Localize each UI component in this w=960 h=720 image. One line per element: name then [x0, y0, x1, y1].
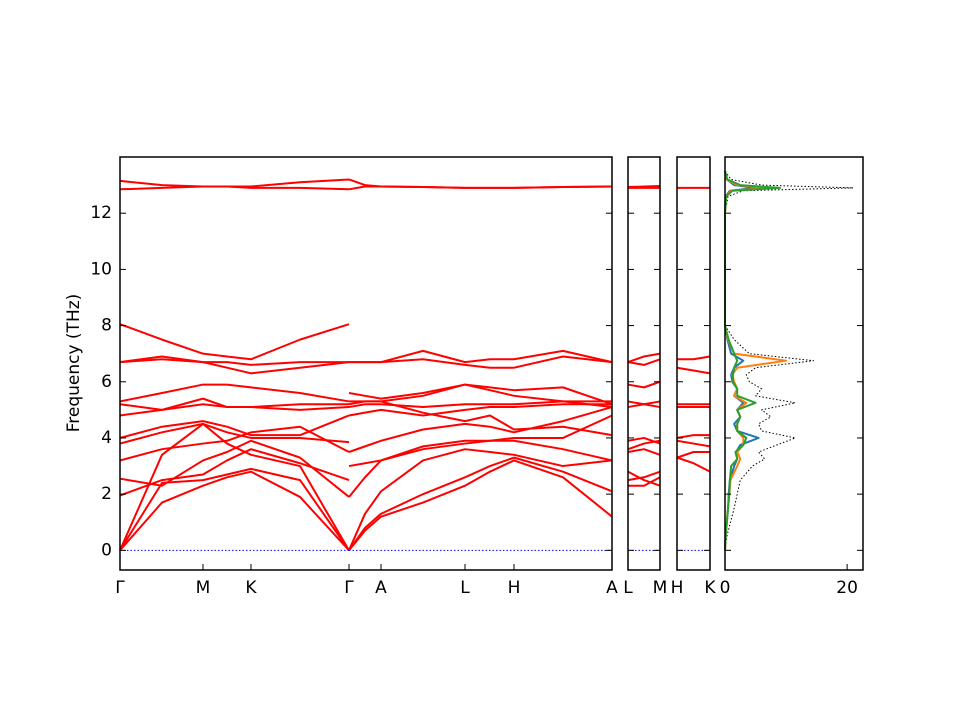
band-line — [119, 383, 613, 437]
band-line — [676, 451, 710, 459]
y-axis-label: Frequency (THz) — [64, 294, 84, 433]
band-line — [676, 456, 711, 473]
x-tick-label: M — [196, 578, 211, 598]
band-line — [627, 358, 661, 366]
y-tick-label: 0 — [101, 540, 112, 560]
band-line — [119, 406, 613, 462]
x-tick-label: L — [460, 578, 470, 598]
band-line — [119, 400, 612, 439]
x-tick-label: K — [245, 578, 257, 598]
band-line — [119, 323, 350, 361]
y-tick-label: 10 — [90, 259, 112, 279]
axes-frame — [724, 156, 864, 571]
x-tick-label: A — [375, 578, 387, 598]
y-tick-label: 12 — [90, 203, 112, 223]
band-line — [119, 422, 613, 551]
band-line — [119, 383, 613, 411]
band-line — [677, 355, 711, 361]
x-tick-label: 20 — [836, 578, 858, 598]
band-line — [627, 448, 661, 456]
band-line — [119, 355, 613, 375]
band-line — [119, 456, 613, 551]
band-line — [627, 400, 661, 409]
band-line — [724, 170, 781, 551]
axes-frame — [676, 156, 711, 571]
y-tick-label: 2 — [101, 484, 112, 504]
band-line — [119, 459, 613, 552]
y-tick-label: 8 — [101, 316, 112, 336]
x-tick-label: Γ — [344, 578, 354, 598]
x-tick-label: H — [508, 578, 521, 598]
band-line — [119, 414, 613, 498]
band-line — [119, 178, 613, 189]
band-line — [676, 366, 711, 375]
x-tick-label: M — [653, 578, 668, 598]
y-tick-label: 4 — [101, 428, 112, 448]
band-line — [627, 380, 661, 389]
band-line — [627, 470, 661, 482]
band-line — [676, 434, 710, 439]
band-line — [119, 439, 613, 497]
axes-frame — [119, 156, 613, 571]
x-tick-label: L — [623, 578, 633, 598]
x-tick-label: Γ — [115, 578, 125, 598]
band-line — [628, 476, 661, 487]
band-line — [676, 439, 711, 448]
band-line — [627, 352, 661, 364]
axes-frame — [627, 156, 661, 571]
x-tick-label: A — [606, 578, 618, 598]
x-tick-label: K — [704, 578, 716, 598]
y-tick-label: 6 — [101, 372, 112, 392]
band-line — [627, 436, 661, 445]
band-line — [119, 403, 612, 445]
band-line — [627, 470, 661, 487]
x-tick-label: 0 — [720, 578, 731, 598]
x-tick-label: H — [671, 578, 684, 598]
band-line — [627, 184, 661, 189]
